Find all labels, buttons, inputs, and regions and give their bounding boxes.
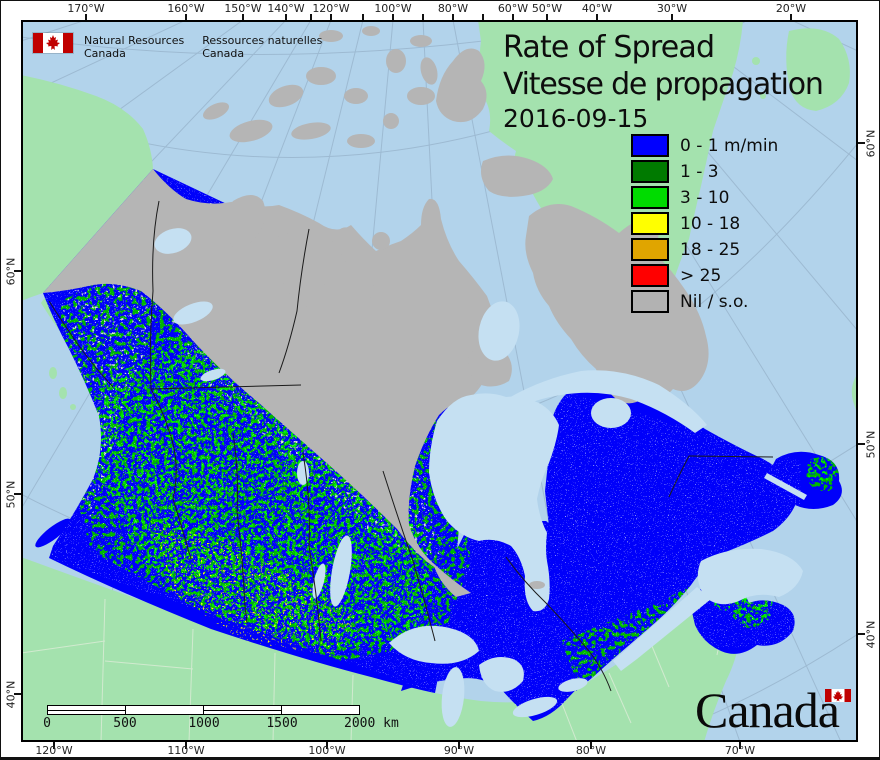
legend-swatch	[631, 212, 669, 235]
legend-swatch	[631, 290, 669, 313]
legend-label: 10 - 18	[680, 213, 741, 234]
title-english: Rate of Spread	[503, 30, 715, 65]
canada-wordmark: Canada	[695, 682, 840, 738]
canada-flag-icon	[32, 32, 74, 54]
map-title: Rate of Spread Vitesse de propagation 20…	[503, 29, 824, 135]
axis-ticks	[14, 14, 865, 749]
axis-label: 110°W	[167, 744, 205, 757]
legend-label: > 25	[680, 265, 722, 286]
axis-label: 160°W	[167, 2, 205, 15]
axis-label: 60°N	[4, 257, 18, 286]
axis-label: 80°W	[575, 744, 607, 757]
axis-label: 60°N	[864, 129, 878, 158]
legend: 0 - 1 m/min 1 - 3 3 - 10 10 - 18 18 - 25…	[631, 134, 779, 317]
scale-bar-graphic	[47, 705, 360, 715]
maple-leaf-icon	[45, 35, 60, 50]
legend-label: 3 - 10	[680, 187, 730, 208]
legend-item: 3 - 10	[631, 186, 778, 209]
axis-label: 120°W	[312, 2, 350, 15]
legend-item: 18 - 25	[631, 238, 778, 261]
axis-label: 50°W	[531, 2, 563, 15]
axis-label: 30°W	[656, 2, 688, 15]
legend-swatch	[631, 238, 669, 261]
axis-label: 120°W	[35, 744, 73, 757]
axis-label: 40°N	[864, 620, 878, 649]
scale-label: 1500	[266, 716, 298, 731]
legend-swatch	[631, 160, 669, 183]
axis-label: 100°W	[308, 744, 346, 757]
legend-item: 10 - 18	[631, 212, 778, 235]
scale-label: 1000	[188, 716, 220, 731]
legend-item: > 25	[631, 264, 778, 287]
legend-label: 1 - 3	[680, 161, 719, 182]
logo-text-en-line1: Natural Resources	[84, 34, 185, 47]
greenland-landmass	[478, 21, 857, 413]
legend-label: Nil / s.o.	[680, 291, 749, 312]
axis-label: 40°N	[4, 680, 18, 709]
legend-swatch	[631, 186, 669, 209]
axis-label: 170°W	[67, 2, 105, 15]
wordmark-flag-icon	[825, 689, 851, 702]
nrcan-logo: Natural Resources Canada Ressources natu…	[32, 32, 322, 60]
legend-swatch	[631, 264, 669, 287]
legend-swatch	[631, 134, 669, 157]
legend-item: 0 - 1 m/min	[631, 134, 779, 157]
axis-label: 90°W	[443, 744, 475, 757]
legend-item: 1 - 3	[631, 160, 778, 183]
axis-label: 80°W	[437, 2, 469, 15]
axis-label: 50°N	[864, 430, 878, 459]
title-french: Vitesse de propagation	[503, 67, 824, 102]
logo-text-fr-line2: Canada	[202, 47, 245, 60]
axis-label: 60°W	[497, 2, 529, 15]
axis-label: 100°W	[374, 2, 412, 15]
axis-label: 70°W	[724, 744, 756, 757]
title-date: 2016-09-15	[503, 104, 649, 133]
hudson-bay	[154, 228, 807, 727]
logo-text-fr-line1: Ressources naturelles	[202, 34, 323, 47]
province-borders	[48, 200, 774, 692]
legend-label: 0 - 1 m/min	[680, 135, 779, 156]
legend-label: 18 - 25	[680, 239, 741, 260]
legend-item: Nil / s.o.	[631, 290, 778, 313]
tundra-gray-region	[43, 169, 505, 597]
map-frame	[21, 20, 858, 742]
scale-label: 500	[113, 716, 137, 731]
axis-label: 40°W	[581, 2, 613, 15]
logo-text-en-line2: Canada	[84, 47, 126, 60]
axis-label: 20°W	[775, 2, 807, 15]
akimiski-island	[529, 581, 545, 589]
scale-label: 2000 km	[344, 716, 399, 731]
axis-label: 50°N	[4, 480, 18, 509]
axis-label: 150°W	[224, 2, 262, 15]
axis-label: 140°W	[267, 2, 305, 15]
scale-label: 0	[43, 716, 51, 731]
